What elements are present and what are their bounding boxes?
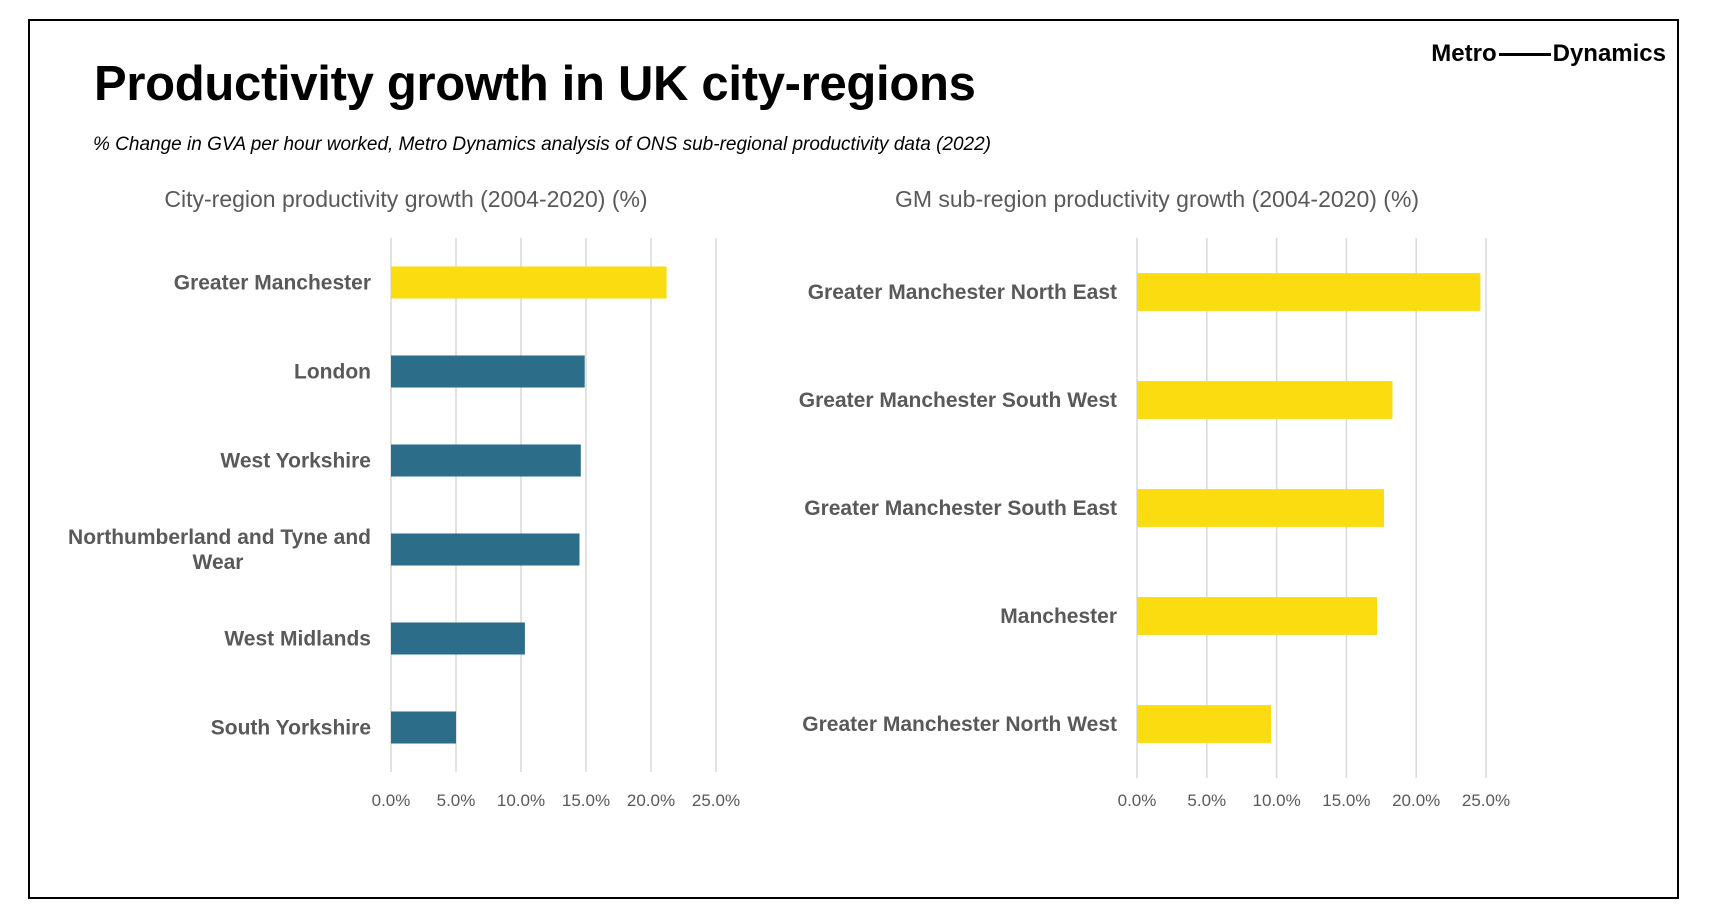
- left-bar: [391, 266, 667, 299]
- right-bar: [1137, 705, 1272, 743]
- left-category-label: South Yorkshire: [211, 717, 371, 740]
- right-x-tick-label: 20.0%: [1392, 791, 1440, 810]
- right-x-tick-label: 15.0%: [1322, 791, 1370, 810]
- left-category-label: Greater Manchester: [174, 272, 371, 295]
- left-category-label: West Yorkshire: [220, 450, 371, 473]
- logo-text-left: Metro: [1431, 40, 1497, 67]
- page-subtitle: % Change in GVA per hour worked, Metro D…: [93, 134, 992, 155]
- right-bar: [1137, 273, 1481, 311]
- right-x-tick-label: 5.0%: [1187, 791, 1226, 810]
- right-category-label: Greater Manchester North West: [802, 713, 1117, 736]
- left-category-label: Northumberland and Tyne and: [68, 526, 371, 549]
- left-bar: [391, 711, 456, 744]
- left-bar: [391, 622, 525, 655]
- logo-text-right: Dynamics: [1552, 40, 1666, 67]
- right-chart-title: GM sub-region productivity growth (2004-…: [895, 186, 1419, 212]
- right-bar: [1137, 489, 1385, 527]
- left-x-tick-label: 25.0%: [692, 791, 740, 810]
- left-bar: [391, 533, 580, 566]
- left-x-tick-label: 10.0%: [497, 791, 545, 810]
- left-category-label: West Midlands: [224, 628, 371, 651]
- page-title: Productivity growth in UK city-regions: [94, 57, 976, 111]
- right-category-label: Manchester: [1000, 605, 1117, 628]
- logo-dash: [1498, 52, 1551, 56]
- left-x-tick-label: 0.0%: [372, 791, 411, 810]
- left-category-label: Wear: [193, 551, 244, 574]
- left-x-tick-label: 5.0%: [437, 791, 476, 810]
- left-bar: [391, 444, 581, 477]
- left-bar: [391, 355, 585, 388]
- left-x-tick-label: 20.0%: [627, 791, 675, 810]
- right-category-label: Greater Manchester South West: [799, 389, 1117, 412]
- right-category-label: Greater Manchester South East: [804, 497, 1117, 520]
- right-bar: [1137, 381, 1393, 419]
- right-x-tick-label: 10.0%: [1252, 791, 1300, 810]
- metro-dynamics-logo: Metro Dynamics: [1431, 40, 1666, 68]
- left-category-label: London: [294, 361, 371, 384]
- slide-frame: [28, 19, 1679, 899]
- right-x-tick-label: 0.0%: [1118, 791, 1157, 810]
- left-chart-title: City-region productivity growth (2004-20…: [164, 186, 647, 212]
- right-x-tick-label: 25.0%: [1462, 791, 1510, 810]
- right-category-label: Greater Manchester North East: [808, 281, 1117, 304]
- right-bar: [1137, 597, 1378, 635]
- left-x-tick-label: 15.0%: [562, 791, 610, 810]
